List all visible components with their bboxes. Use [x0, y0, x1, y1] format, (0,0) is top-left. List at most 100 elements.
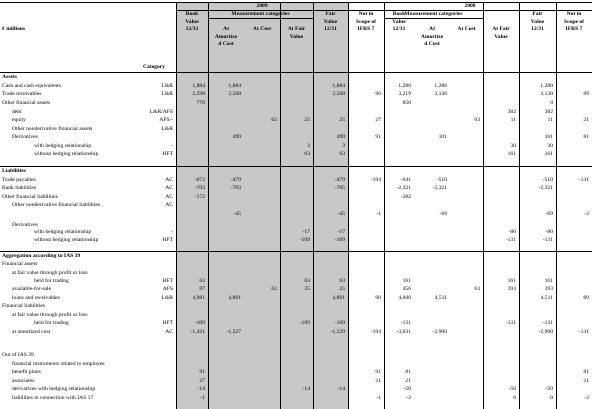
value-cell: -2,900 — [538, 329, 553, 335]
table-row: liabilities in connection with IAS 17 -1 -… — [0, 395, 592, 404]
value-cell: 1,884 — [332, 83, 345, 89]
row-category: - — [171, 229, 173, 235]
row-label: with hedging relationship — [34, 229, 92, 235]
fair-value-header-2009: Fair Value 12/31 — [323, 11, 338, 33]
table-row: Other financial liabilities AC -172 -282 — [0, 194, 592, 203]
value-cell: 87 — [199, 286, 205, 292]
row-category: HFT — [162, 278, 173, 284]
value-cell: -510 — [436, 177, 447, 183]
row-label: at fair value through profit or loss — [12, 270, 88, 276]
value-cell: -510 — [542, 177, 553, 183]
fair-value-header-2008: Fair Value 12/31 — [530, 11, 545, 33]
table-row: held for trading HFT -109 -109 -109 -131 -131 -… — [0, 320, 592, 329]
at-cost-header-2008: At Cost — [457, 26, 476, 32]
row-category: AC — [165, 185, 173, 191]
value-cell: 62 — [271, 286, 277, 292]
row-label: Financial assets — [2, 261, 38, 267]
value-cell: 161 — [402, 278, 411, 284]
value-cell: 101 — [438, 134, 447, 140]
value-cell: 4,891 — [332, 295, 345, 301]
grid-line — [208, 2, 209, 409]
value-cell: -1,421 — [190, 329, 205, 335]
row-label: debt — [12, 109, 22, 115]
table-row: Other financial assets 770 850 0 — [0, 100, 592, 109]
row-label: loans and receivables — [12, 295, 60, 301]
value-cell: -479 — [230, 177, 241, 183]
row-label: without hedging relationship — [34, 237, 99, 243]
row-label: Other nonderivative financial assets — [12, 126, 93, 132]
row-label: Other financial liabilities — [2, 194, 58, 200]
value-cell: 3,130 — [434, 91, 447, 97]
table-row: at fair value through profit or loss — [0, 270, 592, 279]
value-cell: -17 — [337, 229, 345, 235]
row-category: L&R — [161, 126, 174, 132]
table-row: at amortized cost AC -1,421 -1,227 -1,229 -19… — [0, 329, 592, 338]
value-cell: -703 — [230, 185, 241, 191]
table-row: Trade payables AC -673 -479 -479 -194 -641 -510… — [0, 177, 592, 186]
row-category: L&R — [161, 83, 174, 89]
row-label: Financial liabilities — [2, 303, 46, 309]
value-cell: -109 — [299, 237, 310, 243]
value-cell: 81 — [583, 134, 589, 140]
value-cell: 89 — [583, 91, 589, 97]
value-cell: 4,981 — [192, 295, 205, 301]
row-label: at amortized cost — [12, 329, 51, 335]
value-cell: 11 — [547, 117, 553, 123]
value-cell: 91 — [375, 369, 381, 375]
value-cell: 499 — [232, 134, 241, 140]
measurement-rule-2008 — [384, 18, 483, 19]
value-cell: -194 — [370, 177, 381, 183]
value-cell: -2,321 — [538, 185, 553, 191]
value-cell: 21 — [375, 378, 381, 384]
value-cell: -172 — [194, 194, 205, 200]
value-cell: 62 — [271, 117, 277, 123]
value-cell: 81 — [583, 369, 589, 375]
value-cell: -69 — [545, 211, 553, 217]
row-label: Other nonderivative financial liabilitie… — [12, 202, 101, 208]
value-cell: -1 — [376, 395, 381, 401]
row-category: AFS — [162, 286, 173, 292]
row-category: AC — [165, 202, 173, 208]
row-label: Cash and cash equivalents — [2, 83, 61, 89]
value-cell: 1,280 — [434, 83, 447, 89]
table-row — [0, 345, 592, 353]
value-cell: -80 — [545, 229, 553, 235]
value-cell: 89 — [583, 295, 589, 301]
row-label: derivatives with hedging relationship — [12, 386, 96, 392]
value-cell: -641 — [400, 177, 411, 183]
value-cell: -1,229 — [330, 329, 345, 335]
table-row: benefit plans 91 91 81 81 — [0, 369, 592, 378]
value-cell: 21 — [405, 378, 411, 384]
value-cell: 2,508 — [332, 91, 345, 97]
row-label: associates — [12, 378, 35, 384]
value-cell: 27 — [199, 378, 205, 384]
value-cell: 4,600 — [398, 295, 411, 301]
value-cell: 3,219 — [398, 91, 411, 97]
year-2009-shading — [176, 2, 348, 409]
value-cell: -131 — [578, 329, 589, 335]
value-cell: 161 — [544, 278, 553, 284]
at-cost-header-2009: At Cost — [252, 26, 272, 32]
row-label: financial instruments related to employe… — [12, 361, 105, 367]
table-row: Liabilities — [0, 168, 592, 177]
value-cell: 63 — [199, 278, 205, 284]
value-cell: -109 — [334, 237, 345, 243]
grid-line — [384, 2, 385, 409]
row-label: Assets — [2, 74, 17, 80]
year-2008-header: 2008 — [464, 3, 476, 9]
value-cell: 21 — [583, 117, 589, 123]
table-row: with hedging relationship - 3 3 30 30 — [0, 143, 592, 152]
value-cell: 161 — [507, 278, 516, 284]
value-cell: 3,130 — [540, 91, 553, 97]
measurement-rule-2009 — [208, 18, 313, 19]
grid-line — [176, 2, 177, 409]
row-label: equity — [12, 117, 26, 123]
table-row: Financial liabilities — [0, 303, 592, 312]
value-cell: 27 — [375, 117, 381, 123]
year-rule — [176, 10, 592, 11]
value-cell: 2,508 — [228, 91, 241, 97]
table-row: Assets — [0, 74, 592, 83]
value-cell: 382 — [544, 109, 553, 115]
value-cell: 21 — [583, 378, 589, 384]
row-label: with hedging relationship — [34, 143, 92, 149]
